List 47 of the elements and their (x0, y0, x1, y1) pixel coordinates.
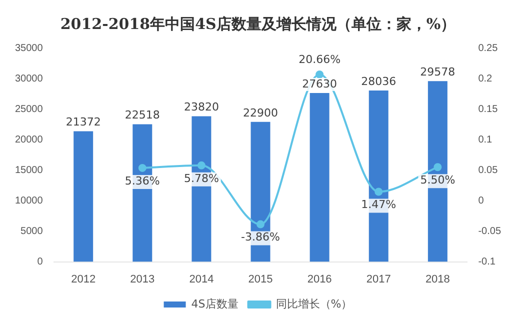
data-label: 5.78% (184, 172, 219, 185)
y2-tick-label: -0.1 (478, 256, 496, 268)
data-label: 20.66% (298, 52, 341, 66)
y-tick-label: 25000 (14, 104, 44, 115)
data-label: 21372 (66, 116, 101, 129)
x-tick-label: 2014 (189, 273, 214, 286)
point (374, 188, 383, 196)
y2-tick-label: 0 (478, 195, 484, 206)
x-tick-label: 2017 (366, 273, 391, 286)
data-label: 28036 (361, 74, 396, 88)
y-tick-label: 20000 (14, 134, 44, 146)
y-tick-label: 35000 (14, 42, 44, 54)
y-tick-label: 30000 (14, 73, 44, 84)
data-label: -3.86% (241, 230, 280, 244)
data-label: 1.47% (361, 198, 396, 212)
y-tick-label: 15000 (14, 164, 44, 176)
x-tick-label: 2012 (71, 273, 96, 286)
data-label: 29578 (420, 65, 456, 78)
x-tick-label: 2013 (130, 273, 155, 286)
data-label: 22518 (124, 108, 160, 122)
y2-tick-label: 0.1 (478, 134, 493, 146)
bar (74, 131, 94, 262)
y2-tick-label: 0.2 (478, 73, 493, 84)
x-tick-label: 2015 (248, 273, 273, 286)
data-label: 27630 (302, 77, 338, 90)
point (256, 220, 265, 228)
bar (310, 93, 330, 262)
x-tick-label: 2018 (425, 273, 450, 286)
data-label: 23820 (184, 100, 219, 114)
legend-label: 4S店数量 (191, 297, 238, 310)
y2-tick-label: 0.05 (478, 164, 498, 176)
x-tick-label: 2016 (307, 273, 332, 286)
point (197, 161, 206, 170)
point (316, 70, 324, 79)
y-tick-label: 10000 (14, 195, 44, 206)
data-label: 5.50% (420, 173, 456, 186)
y-tick-label: 5000 (20, 226, 44, 238)
chart-title: 2012-2018年中国4S店数量及增长情况（单位：家，%） (60, 14, 456, 33)
y2-tick-label: 0.15 (478, 104, 498, 115)
legend-label: 同比增长（%） (276, 297, 352, 310)
point (434, 163, 442, 172)
data-label: 5.36% (124, 174, 160, 188)
y2-tick-label: -0.05 (478, 226, 502, 238)
point (138, 164, 146, 172)
y-tick-label: 0 (37, 256, 44, 268)
data-label: 22900 (243, 106, 278, 120)
y2-tick-label: 0.25 (478, 42, 498, 54)
